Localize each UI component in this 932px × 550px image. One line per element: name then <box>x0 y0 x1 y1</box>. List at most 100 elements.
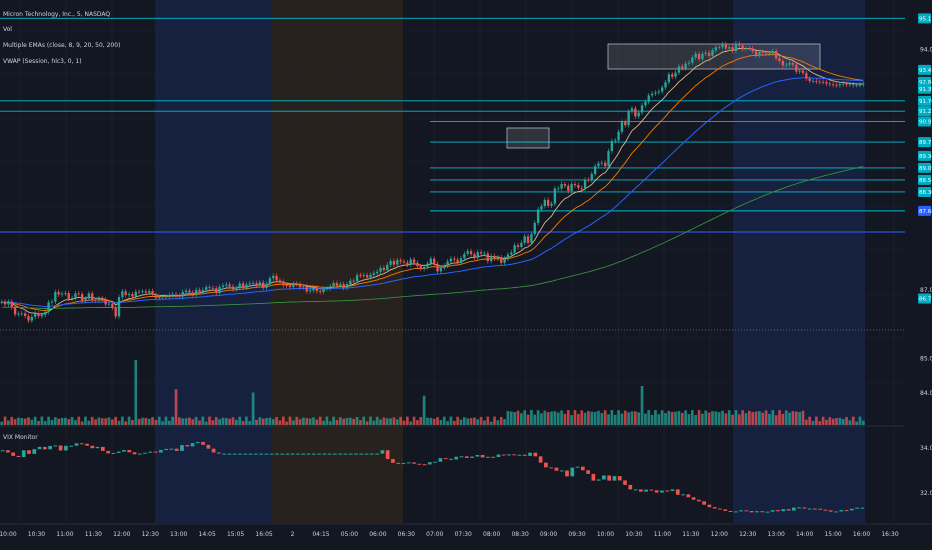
candle-body-187 <box>627 111 630 126</box>
candle-body-123 <box>412 259 416 263</box>
volume-bar-36 <box>121 416 124 425</box>
time-axis-label-18: 08:30 <box>511 531 528 538</box>
vix-candle-85 <box>449 458 453 460</box>
vix-candle-34 <box>180 445 184 451</box>
vix-candle-16 <box>85 443 89 446</box>
candle-body-0 <box>0 302 3 303</box>
candle-body-132 <box>443 265 446 268</box>
volume-bar-110 <box>369 416 372 425</box>
vix-candle-25 <box>132 452 137 455</box>
vix-candle-24 <box>127 450 132 453</box>
volume-bar-207 <box>694 415 698 425</box>
vix-monitor-label[interactable]: VIX Monitor <box>3 434 38 441</box>
volume-bar-29 <box>97 417 101 425</box>
time-axis-label-20: 09:30 <box>568 531 585 538</box>
candle-body-39 <box>131 294 134 297</box>
volume-bar-117 <box>392 417 396 425</box>
volume-bar-60 <box>201 416 205 425</box>
candle-body-223 <box>748 48 751 50</box>
candle-body-232 <box>778 58 781 61</box>
vix-candle-162 <box>855 507 859 509</box>
candle-body-84 <box>282 281 285 286</box>
candle-body-11 <box>37 313 40 317</box>
volume-bar-239 <box>801 410 805 425</box>
candle-body-222 <box>744 48 748 50</box>
vix-candle-78 <box>412 462 416 464</box>
vix-candle-106 <box>559 470 564 472</box>
volume-bar-37 <box>124 421 128 425</box>
candle-body-86 <box>288 285 292 287</box>
price-tag-bg-7 <box>918 137 931 148</box>
candle-body-190 <box>637 112 640 117</box>
price-axis[interactable]: 95.17 93.45 92.8491.35 91.70 91.23 90.91 89.71… <box>906 0 932 550</box>
price-tag-bg-6 <box>918 116 931 127</box>
vix-candle-64 <box>338 453 343 455</box>
candle-body-72 <box>241 283 245 288</box>
volume-bar-12 <box>40 416 44 425</box>
symbol-legend[interactable]: Micron Technology, Inc., 5, NASDAQ <box>3 11 111 18</box>
candle-body-8 <box>27 316 30 321</box>
candle-body-14 <box>47 302 50 312</box>
candle-body-56 <box>188 290 191 293</box>
vix-candle-40 <box>211 448 216 453</box>
volume-bar-83 <box>278 420 282 425</box>
volume-bar-230 <box>771 410 775 425</box>
volume-bar-257 <box>861 420 865 425</box>
candle-body-215 <box>721 44 724 48</box>
vix-candle-163 <box>860 507 865 509</box>
volume-bar-232 <box>778 410 781 425</box>
volume-bar-188 <box>630 411 634 425</box>
volume-bar-176 <box>590 411 594 425</box>
candle-body-54 <box>181 292 184 297</box>
time-axis-label-5: 12:30 <box>142 531 159 538</box>
time-axis[interactable]: 10:00 10:30 11:00 11:30 12:00 12:30 13:00 14:05… <box>0 523 932 538</box>
candle-body-148 <box>496 257 500 259</box>
time-axis-label-31: 16:30 <box>881 531 898 538</box>
candle-body-211 <box>707 52 711 56</box>
vix-candle-31 <box>164 448 168 451</box>
volume-legend[interactable]: Vol <box>3 26 12 33</box>
volume-bar-139 <box>466 418 470 425</box>
volume-bar-251 <box>841 419 845 425</box>
candle-body-30 <box>101 298 104 300</box>
vix-candle-105 <box>554 467 559 471</box>
volume-bar-45 <box>151 417 154 425</box>
candle-body-28 <box>94 299 97 301</box>
candle-body-154 <box>516 245 520 247</box>
time-axis-label-26: 12:30 <box>739 531 756 538</box>
ema-legend[interactable]: Multiple EMAs (close, 8, 9, 20, 50, 200) <box>3 42 121 49</box>
volume-bar-185 <box>620 413 624 425</box>
price-tag-1: 93.45 <box>919 68 932 74</box>
candle-body-241 <box>808 78 811 81</box>
candle-body-200 <box>671 74 674 77</box>
volume-bar-106 <box>355 417 359 425</box>
vix-candle-70 <box>369 453 374 455</box>
candle-body-82 <box>275 275 278 281</box>
vix-candle-28 <box>148 451 153 453</box>
vix-candle-23 <box>122 450 126 452</box>
candle-body-194 <box>650 93 654 96</box>
volume-bar-124 <box>416 420 419 425</box>
vix-candle-154 <box>813 508 817 510</box>
candle-body-108 <box>362 275 365 276</box>
vix-candle-150 <box>791 507 796 511</box>
volume-bar-209 <box>701 413 704 425</box>
candle-body-176 <box>590 174 593 180</box>
vix-candle-148 <box>781 509 786 512</box>
candle-body-243 <box>815 80 818 82</box>
volume-bar-154 <box>516 410 520 425</box>
vwap-legend[interactable]: VWAP (Session, hlc3, 0, 1) <box>3 58 82 65</box>
candle-body-18 <box>60 293 64 295</box>
vix-candle-82 <box>433 461 437 463</box>
volume-bar-101 <box>338 417 342 425</box>
candle-body-44 <box>148 290 151 293</box>
volume-bar-164 <box>550 411 553 425</box>
volume-bar-140 <box>469 418 473 425</box>
candle-body-256 <box>858 84 862 86</box>
volume-bar-204 <box>684 410 687 425</box>
volume-bar-200 <box>670 411 674 425</box>
candle-body-159 <box>533 222 536 234</box>
volume-bar-227 <box>761 412 765 425</box>
candle-body-227 <box>761 52 764 53</box>
